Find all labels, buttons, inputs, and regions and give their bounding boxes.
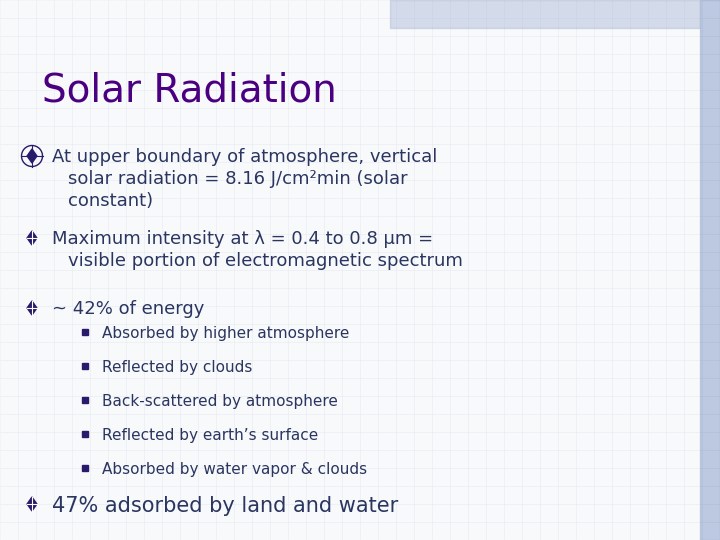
Text: Back-scattered by atmosphere: Back-scattered by atmosphere xyxy=(102,394,338,409)
Text: solar radiation = 8.16 J/cm²min (solar: solar radiation = 8.16 J/cm²min (solar xyxy=(68,170,408,188)
Bar xyxy=(700,0,720,540)
Bar xyxy=(82,329,88,335)
Text: visible portion of electromagnetic spectrum: visible portion of electromagnetic spect… xyxy=(68,252,463,270)
Text: ~ 42% of energy: ~ 42% of energy xyxy=(52,300,204,318)
Polygon shape xyxy=(27,497,37,511)
Text: 47% adsorbed by land and water: 47% adsorbed by land and water xyxy=(52,496,398,516)
Bar xyxy=(82,397,88,403)
Text: Maximum intensity at λ = 0.4 to 0.8 μm =: Maximum intensity at λ = 0.4 to 0.8 μm = xyxy=(52,230,433,248)
Text: Reflected by earth’s surface: Reflected by earth’s surface xyxy=(102,428,318,443)
Text: Absorbed by water vapor & clouds: Absorbed by water vapor & clouds xyxy=(102,462,367,477)
Polygon shape xyxy=(27,149,37,163)
Text: At upper boundary of atmosphere, vertical: At upper boundary of atmosphere, vertica… xyxy=(52,148,437,166)
Text: constant): constant) xyxy=(68,192,153,210)
Bar xyxy=(390,0,700,28)
Polygon shape xyxy=(27,231,37,245)
Bar xyxy=(82,465,88,471)
Text: Absorbed by higher atmosphere: Absorbed by higher atmosphere xyxy=(102,326,349,341)
Bar xyxy=(82,363,88,369)
Text: Reflected by clouds: Reflected by clouds xyxy=(102,360,253,375)
Polygon shape xyxy=(27,301,37,315)
Bar xyxy=(82,431,88,437)
Text: Solar Radiation: Solar Radiation xyxy=(42,72,337,110)
